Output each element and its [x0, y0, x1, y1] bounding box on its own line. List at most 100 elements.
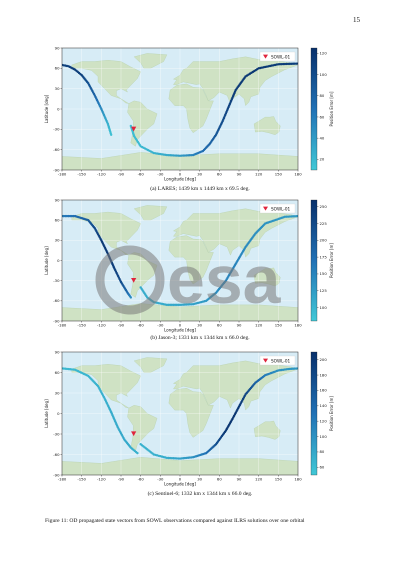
- page-number: 15: [353, 16, 360, 24]
- y-tick-label: -60: [53, 452, 60, 457]
- chart-lares: SOWL-01 -180 -150 -120 -90 -60 -30 0 30 60 90 120 15…: [44, 45, 334, 182]
- x-tick-label: 30: [197, 323, 202, 328]
- continent-shape: [253, 116, 281, 135]
- y-tick-label: 0: [57, 411, 60, 416]
- x-tick-label: 150: [275, 172, 283, 177]
- y-tick-label: 60: [55, 370, 60, 375]
- y-tick-label: -30: [53, 278, 60, 283]
- y-tick-label: -90: [53, 472, 60, 477]
- x-tick-label: 150: [275, 323, 283, 328]
- panel-c-caption: (c) Sentinel-6; 1332 km x 1344 km x 66.0…: [147, 491, 253, 497]
- x-tick-label: -60: [138, 323, 145, 328]
- y-tick-label: -60: [53, 298, 60, 303]
- colorbar-tick-label: 175: [320, 254, 328, 259]
- y-tick-label: 90: [55, 197, 60, 202]
- map-layer: [62, 352, 298, 475]
- track-point: [109, 133, 113, 136]
- continent-shape: [71, 364, 141, 409]
- y-tick-label: 30: [55, 86, 60, 91]
- y-tick-label: 90: [55, 349, 60, 354]
- panel-a-caption: (a) LARES; 1439 km x 1449 km x 69.5 deg.: [150, 186, 250, 192]
- colorbar-label: Position Error [m]: [329, 396, 334, 431]
- x-tick-label: 0: [179, 477, 182, 482]
- legend-box: [259, 203, 296, 214]
- colorbar-tick-label: 60: [320, 114, 325, 119]
- colorbar-tick-label: 100: [320, 72, 328, 77]
- x-tick-label: -120: [97, 323, 106, 328]
- colorbar-tick-label: 140: [320, 403, 328, 408]
- colorbar-tick-label: 160: [320, 388, 328, 393]
- legend-label: SOWL-01: [271, 54, 291, 59]
- x-tick-label: 30: [197, 172, 202, 177]
- colorbar-tick-label: 120: [320, 418, 328, 423]
- x-tick-label: -180: [58, 172, 67, 177]
- chart-sentinel6: SOWL-01 -180 -150 -120 -90 -60 -30 0 30 60 90 120 15…: [44, 349, 334, 487]
- x-axis-label: Longitude [deg]: [164, 177, 196, 182]
- track-point: [296, 367, 298, 370]
- colorbar-tick-label: 225: [320, 221, 328, 226]
- y-tick-label: 0: [57, 106, 60, 111]
- y-tick-label: 0: [57, 258, 60, 263]
- colorbar-tick-label: 200: [320, 357, 328, 362]
- colorbar-tick-label: 200: [320, 238, 328, 243]
- x-tick-label: 150: [275, 477, 283, 482]
- x-axis-label: Longitude [deg]: [164, 482, 196, 487]
- continent-shape: [133, 53, 168, 69]
- y-tick-label: -30: [53, 127, 60, 132]
- colorbar: [310, 47, 318, 171]
- x-tick-label: 180: [294, 477, 302, 482]
- x-tick-label: -120: [97, 172, 106, 177]
- continent-shape: [133, 205, 168, 221]
- sowl-station-marker: [131, 431, 137, 437]
- continent-shape: [253, 267, 281, 287]
- x-tick-label: 60: [217, 477, 222, 482]
- track-point: [136, 451, 139, 455]
- track-point: [296, 62, 298, 65]
- x-tick-label: -30: [157, 172, 164, 177]
- continent-shape: [133, 357, 168, 373]
- y-axis-label: Latitude [deg]: [44, 399, 49, 428]
- continent-shape: [253, 420, 281, 440]
- x-tick-label: -180: [58, 477, 67, 482]
- x-tick-label: -150: [77, 477, 86, 482]
- y-tick-label: -60: [53, 147, 60, 152]
- x-tick-label: -60: [138, 477, 145, 482]
- x-tick-label: -60: [138, 172, 145, 177]
- x-axis-label: Longitude [deg]: [164, 328, 196, 333]
- y-axis-label: Latitude [deg]: [44, 94, 49, 123]
- x-tick-label: 0: [179, 172, 182, 177]
- continent-shape: [71, 59, 141, 104]
- y-tick-label: -30: [53, 431, 60, 436]
- legend-label: SOWL-01: [271, 358, 291, 363]
- x-tick-label: 60: [217, 172, 222, 177]
- x-tick-label: -30: [157, 477, 164, 482]
- y-tick-label: 30: [55, 238, 60, 243]
- x-tick-label: -90: [118, 477, 125, 482]
- legend-marker: [263, 358, 268, 363]
- colorbar-label: Position Error [m]: [329, 243, 334, 278]
- continent-shape: [127, 100, 158, 147]
- x-tick-label: 90: [237, 323, 242, 328]
- colorbar-tick-label: 80: [320, 93, 325, 98]
- sowl-station-marker: [131, 126, 137, 132]
- colorbar-tick-label: 250: [320, 204, 328, 209]
- y-tick-label: -90: [53, 167, 60, 172]
- map-layer: [62, 48, 298, 170]
- colorbar-tick-label: 180: [320, 372, 328, 377]
- x-tick-label: 180: [294, 323, 302, 328]
- colorbar-tick-label: 125: [320, 288, 328, 293]
- y-tick-label: 60: [55, 66, 60, 71]
- colorbar-tick-label: 60: [320, 465, 325, 470]
- y-tick-label: 30: [55, 390, 60, 395]
- x-tick-label: -30: [157, 323, 164, 328]
- x-tick-label: -180: [58, 323, 67, 328]
- x-tick-label: 60: [217, 323, 222, 328]
- x-tick-label: 90: [237, 172, 242, 177]
- x-tick-label: -150: [77, 172, 86, 177]
- x-tick-label: 90: [237, 477, 242, 482]
- legend-label: SOWL-01: [271, 206, 291, 211]
- legend-box: [259, 355, 296, 366]
- y-tick-label: 60: [55, 217, 60, 222]
- colorbar-tick-label: 120: [320, 51, 328, 56]
- colorbar-tick-label: 80: [320, 449, 325, 454]
